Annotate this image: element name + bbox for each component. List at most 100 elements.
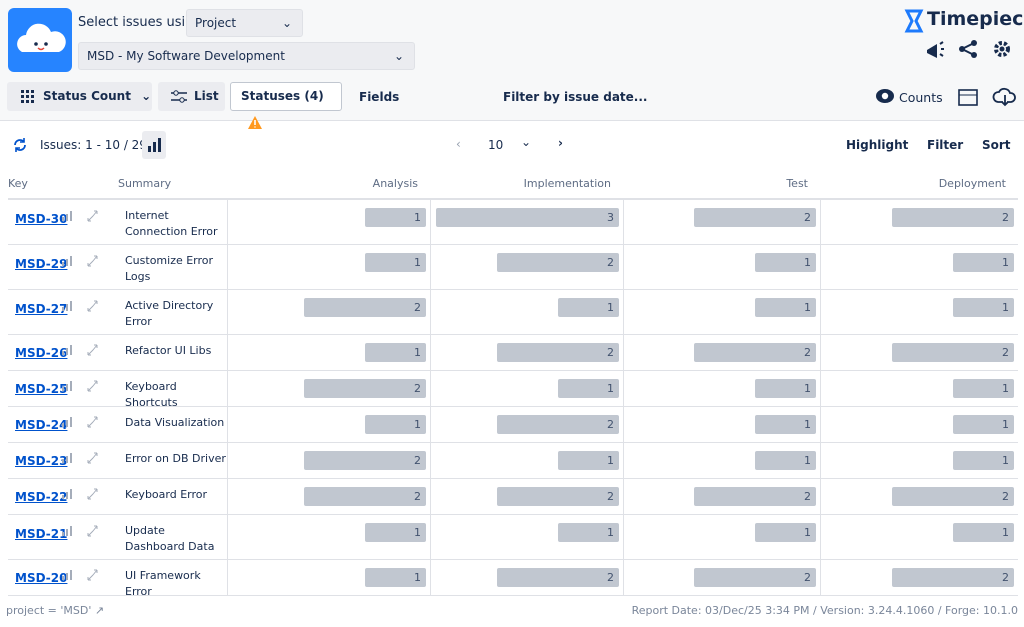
row-icon[interactable] xyxy=(62,254,108,268)
status-cell: 2 xyxy=(623,560,821,595)
row-icon[interactable] xyxy=(62,524,108,538)
row-icons xyxy=(62,343,108,360)
issue-key[interactable]: MSD-20 xyxy=(15,571,68,585)
page-size[interactable]: 10 xyxy=(488,138,504,152)
status-cell: 1 xyxy=(234,560,431,595)
statuses-label: Statuses (4) xyxy=(241,89,324,103)
count-bar: 1 xyxy=(953,298,1014,317)
count-bar: 1 xyxy=(755,379,816,398)
list-button[interactable]: List xyxy=(158,82,225,111)
summary-cell: Update Dashboard Data xyxy=(118,515,228,559)
next-page[interactable]: › xyxy=(558,136,563,150)
issue-key[interactable]: MSD-23 xyxy=(15,454,68,468)
status-cell: 1 xyxy=(820,443,1018,478)
status-cell: 1 xyxy=(820,371,1018,406)
count-bar: 1 xyxy=(365,208,426,227)
status-cell: 2 xyxy=(820,479,1018,514)
summary-cell: Error on DB Driver xyxy=(118,443,228,478)
row-icon[interactable] xyxy=(62,379,108,393)
key-cell: MSD-26 xyxy=(8,335,118,370)
issue-key[interactable]: MSD-26 xyxy=(15,346,68,360)
row-icons xyxy=(62,209,108,226)
select-value: Project xyxy=(195,16,237,30)
status-cell: 2 xyxy=(234,479,431,514)
row-icon[interactable] xyxy=(62,568,108,582)
toolbar-icons[interactable] xyxy=(957,86,1019,108)
header-icons[interactable] xyxy=(924,38,1020,60)
table-row: MSD-30 Internet Connection Error 1 3 2 2 xyxy=(8,200,1018,245)
brand: Timepiece xyxy=(927,8,1024,30)
table-row: MSD-23 Error on DB Driver 2 1 1 1 xyxy=(8,443,1018,479)
count-bar: 1 xyxy=(953,253,1014,272)
key-cell: MSD-22 xyxy=(8,479,118,514)
sort-button[interactable]: Sort xyxy=(982,138,1011,152)
refresh-icon[interactable] xyxy=(12,137,28,153)
status-cell: 1 xyxy=(234,515,431,559)
issue-key[interactable]: MSD-22 xyxy=(15,490,68,504)
chevron: ⌄ xyxy=(281,16,292,30)
count-bar: 1 xyxy=(365,523,426,542)
list-label: List xyxy=(194,89,219,103)
count-bar: 1 xyxy=(558,523,619,542)
summary-cell: Keyboard Error xyxy=(118,479,228,514)
issue-key[interactable]: MSD-29 xyxy=(15,257,68,271)
row-icon[interactable] xyxy=(62,487,108,501)
counts-button[interactable]: Counts xyxy=(899,90,943,105)
count-bar: 1 xyxy=(755,523,816,542)
table-row: MSD-24 Data Visualization 1 2 1 1 xyxy=(8,407,1018,443)
eye-icon xyxy=(876,89,894,103)
status-count-label: Status Count xyxy=(43,89,131,103)
issue-key[interactable]: MSD-24 xyxy=(15,418,68,432)
status-cell: 1 xyxy=(820,515,1018,559)
query-text: project = 'MSD' xyxy=(6,604,92,617)
row-icons xyxy=(62,379,108,396)
project-dropdown[interactable]: MSD - My Software Development ⌄ xyxy=(78,42,415,70)
status-cell: 1 xyxy=(234,200,431,244)
status-cell: 2 xyxy=(234,443,431,478)
sliders-icon xyxy=(171,90,187,103)
chart-icon[interactable] xyxy=(142,131,166,159)
column-header: Deployment xyxy=(938,177,1006,190)
count-bar: 2 xyxy=(497,415,619,434)
status-cell: 2 xyxy=(820,335,1018,370)
issue-key[interactable]: MSD-25 xyxy=(15,382,68,396)
highlight-button[interactable]: Highlight xyxy=(846,138,909,152)
issue-key[interactable]: MSD-27 xyxy=(15,302,68,316)
table-row: MSD-22 Keyboard Error 2 2 2 2 xyxy=(8,479,1018,515)
row-icon[interactable] xyxy=(62,343,108,357)
count-bar: 2 xyxy=(694,568,816,587)
row-icon[interactable] xyxy=(62,209,108,223)
key-cell: MSD-25 xyxy=(8,371,118,406)
row-icon[interactable] xyxy=(62,415,108,429)
count-bar: 2 xyxy=(497,253,619,272)
issue-key[interactable]: MSD-21 xyxy=(15,527,68,541)
statuses-button[interactable]: Statuses (4) xyxy=(230,82,342,129)
filter-button[interactable]: Filter xyxy=(927,138,964,152)
issue-key[interactable]: MSD-30 xyxy=(15,212,68,226)
select-dropdown[interactable]: Project ⌄ xyxy=(186,9,303,37)
row-icon[interactable] xyxy=(62,299,108,313)
status-cell: 1 xyxy=(623,371,821,406)
status-cell: 2 xyxy=(430,560,624,595)
logo xyxy=(8,8,72,72)
summary-cell: Refactor UI Libs xyxy=(118,335,228,370)
count-bar: 1 xyxy=(953,379,1014,398)
count-bar: 1 xyxy=(365,568,426,587)
row-icon[interactable] xyxy=(62,451,108,465)
count-bar: 2 xyxy=(892,487,1014,506)
fields-button[interactable]: Fields xyxy=(359,90,400,104)
count-bar: 2 xyxy=(304,451,426,470)
status-count-button[interactable]: Status Count ⌄ xyxy=(7,82,152,111)
prev-page[interactable]: ‹ xyxy=(456,137,461,151)
key-cell: MSD-30 xyxy=(8,200,118,244)
status-cell: 1 xyxy=(623,245,821,289)
status-cell: 1 xyxy=(623,407,821,442)
count-bar: 1 xyxy=(558,379,619,398)
status-cell: 2 xyxy=(623,335,821,370)
table-row: MSD-20 UI Framework Error 1 2 2 2 xyxy=(8,560,1018,598)
column-header: Analysis xyxy=(372,177,418,190)
key-cell: MSD-23 xyxy=(8,443,118,478)
filter-date-button[interactable]: Filter by issue date... xyxy=(503,90,648,104)
status-cell: 2 xyxy=(820,560,1018,595)
summary-cell: Data Visualization xyxy=(118,407,228,442)
